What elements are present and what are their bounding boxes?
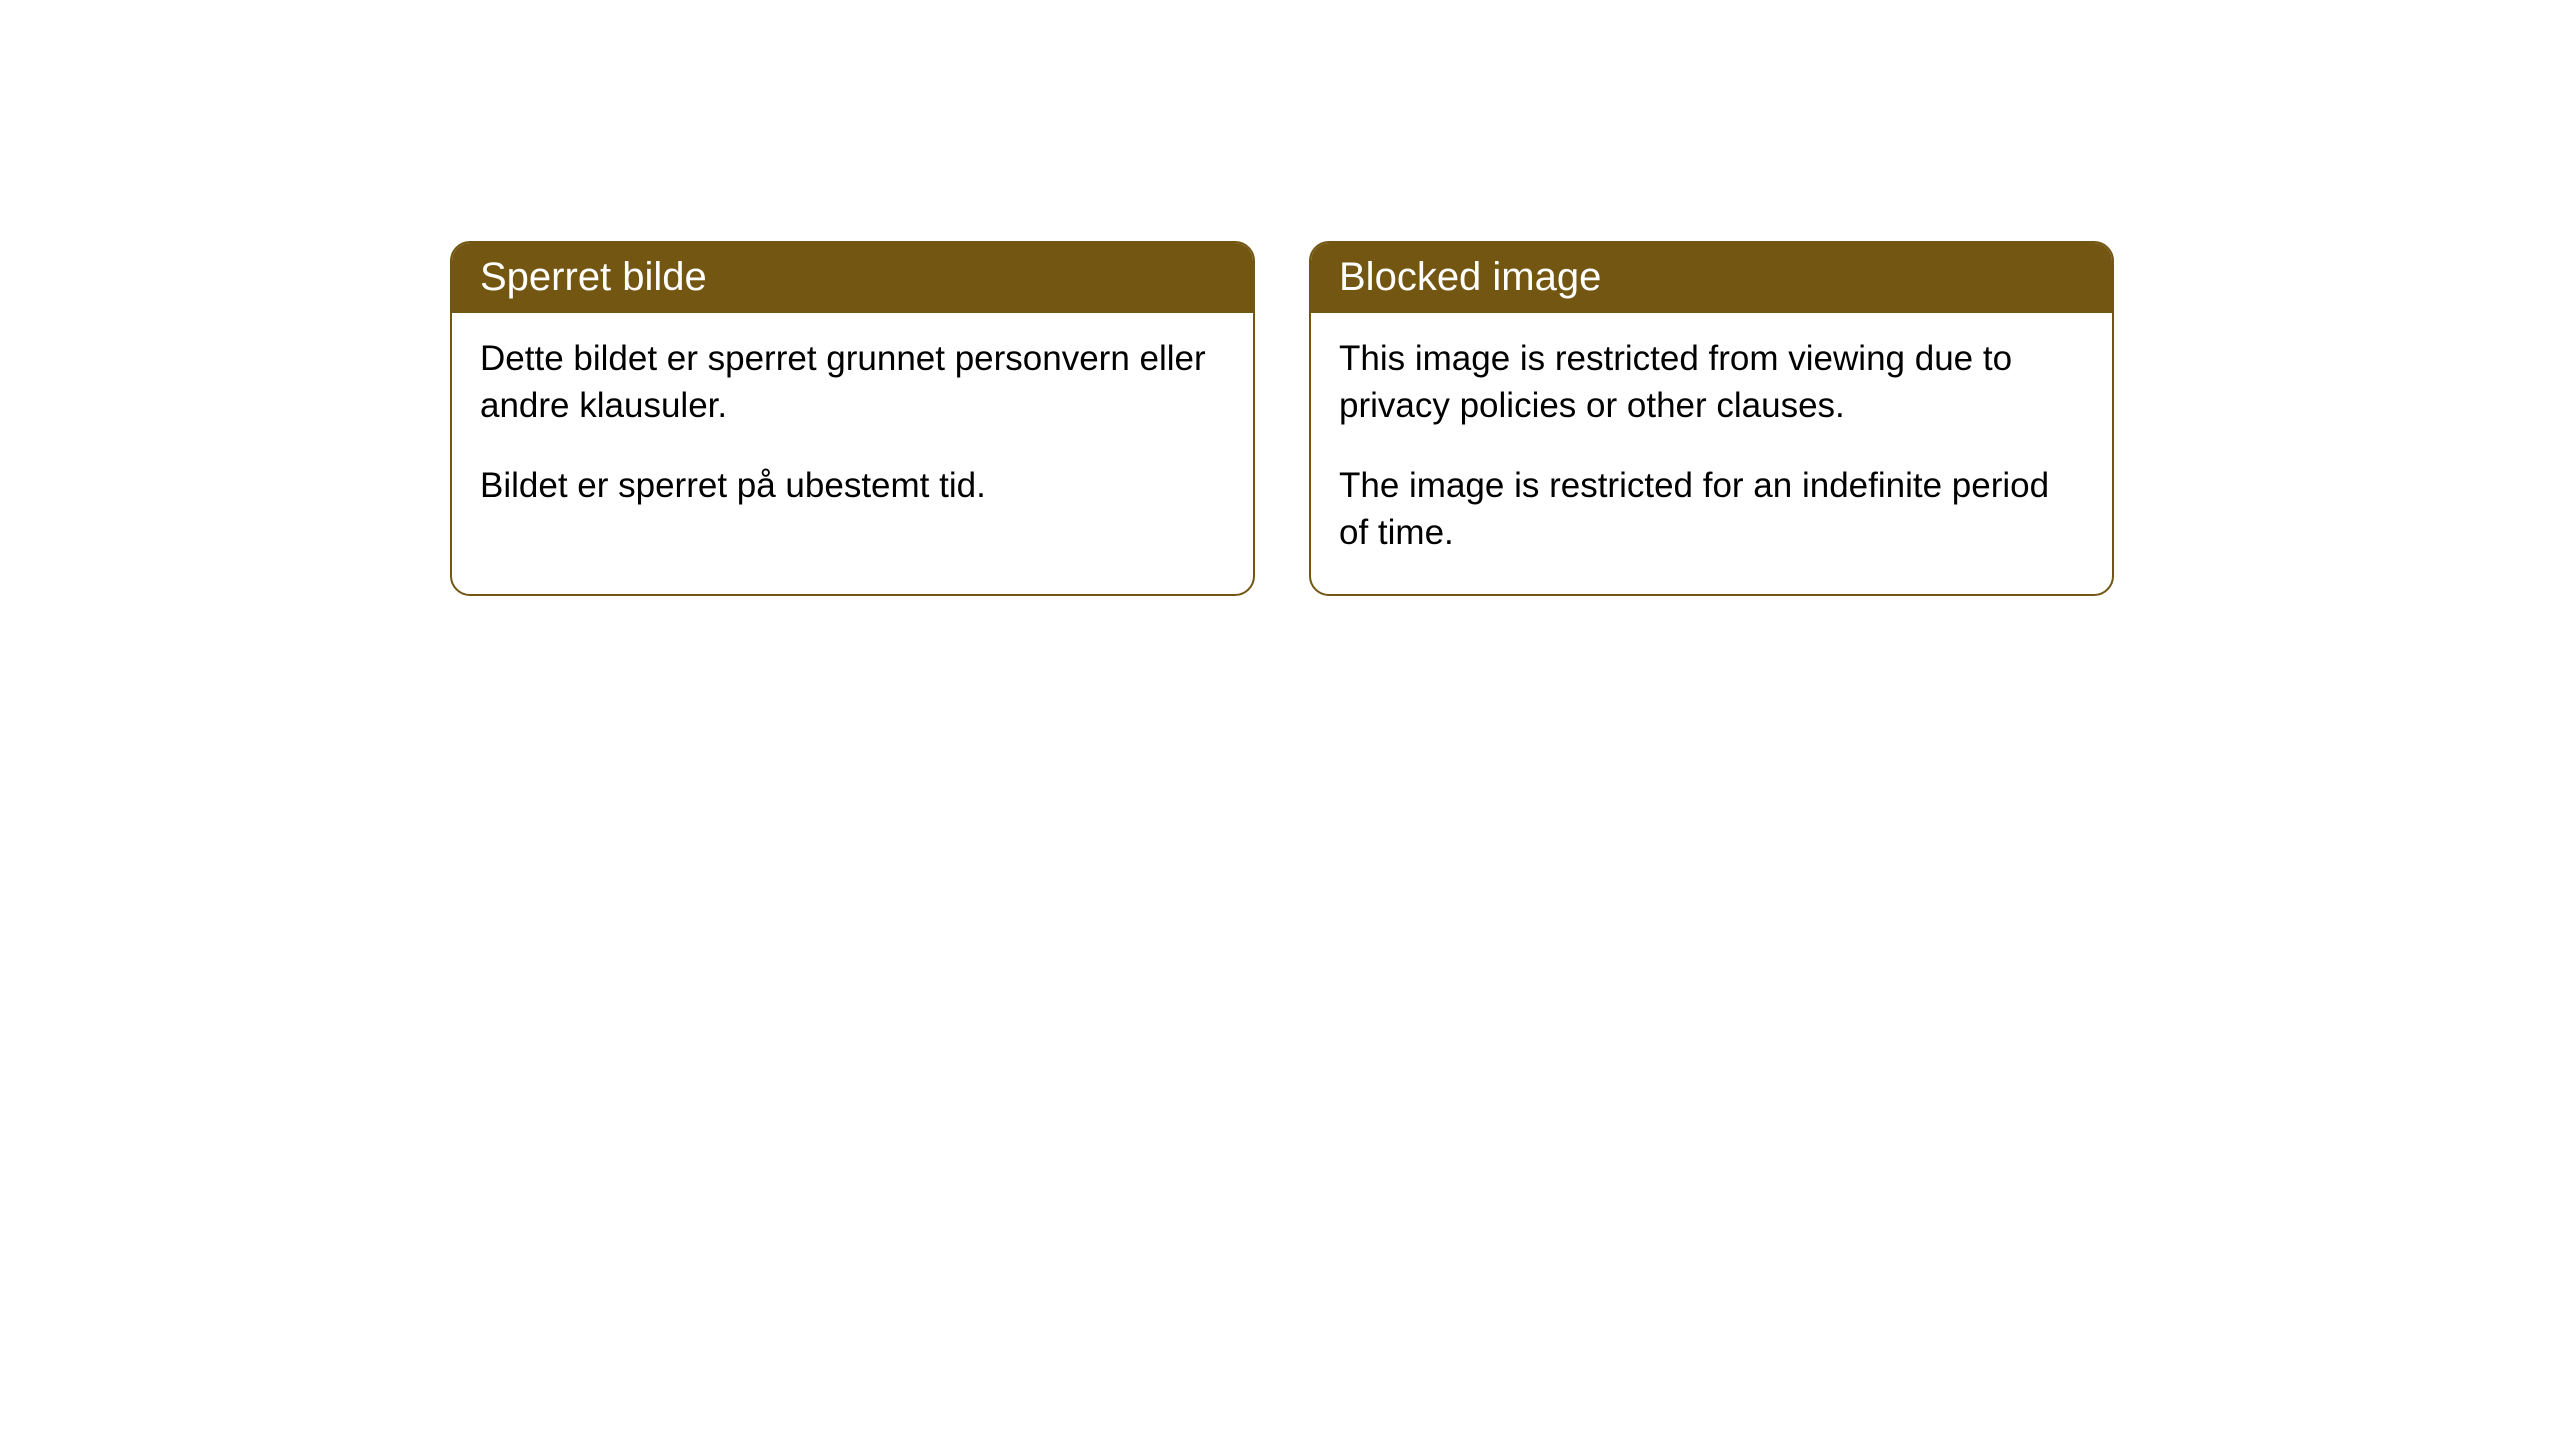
notice-card-english: Blocked image This image is restricted f… [1309, 241, 2114, 596]
card-body: This image is restricted from viewing du… [1311, 313, 2112, 594]
notice-card-norwegian: Sperret bilde Dette bildet er sperret gr… [450, 241, 1255, 596]
card-header: Blocked image [1311, 243, 2112, 313]
notice-cards-container: Sperret bilde Dette bildet er sperret gr… [450, 241, 2114, 596]
notice-text-duration: The image is restricted for an indefinit… [1339, 462, 2084, 557]
notice-text-reason: This image is restricted from viewing du… [1339, 335, 2084, 430]
card-header: Sperret bilde [452, 243, 1253, 313]
card-body: Dette bildet er sperret grunnet personve… [452, 313, 1253, 547]
notice-text-reason: Dette bildet er sperret grunnet personve… [480, 335, 1225, 430]
notice-text-duration: Bildet er sperret på ubestemt tid. [480, 462, 1225, 509]
